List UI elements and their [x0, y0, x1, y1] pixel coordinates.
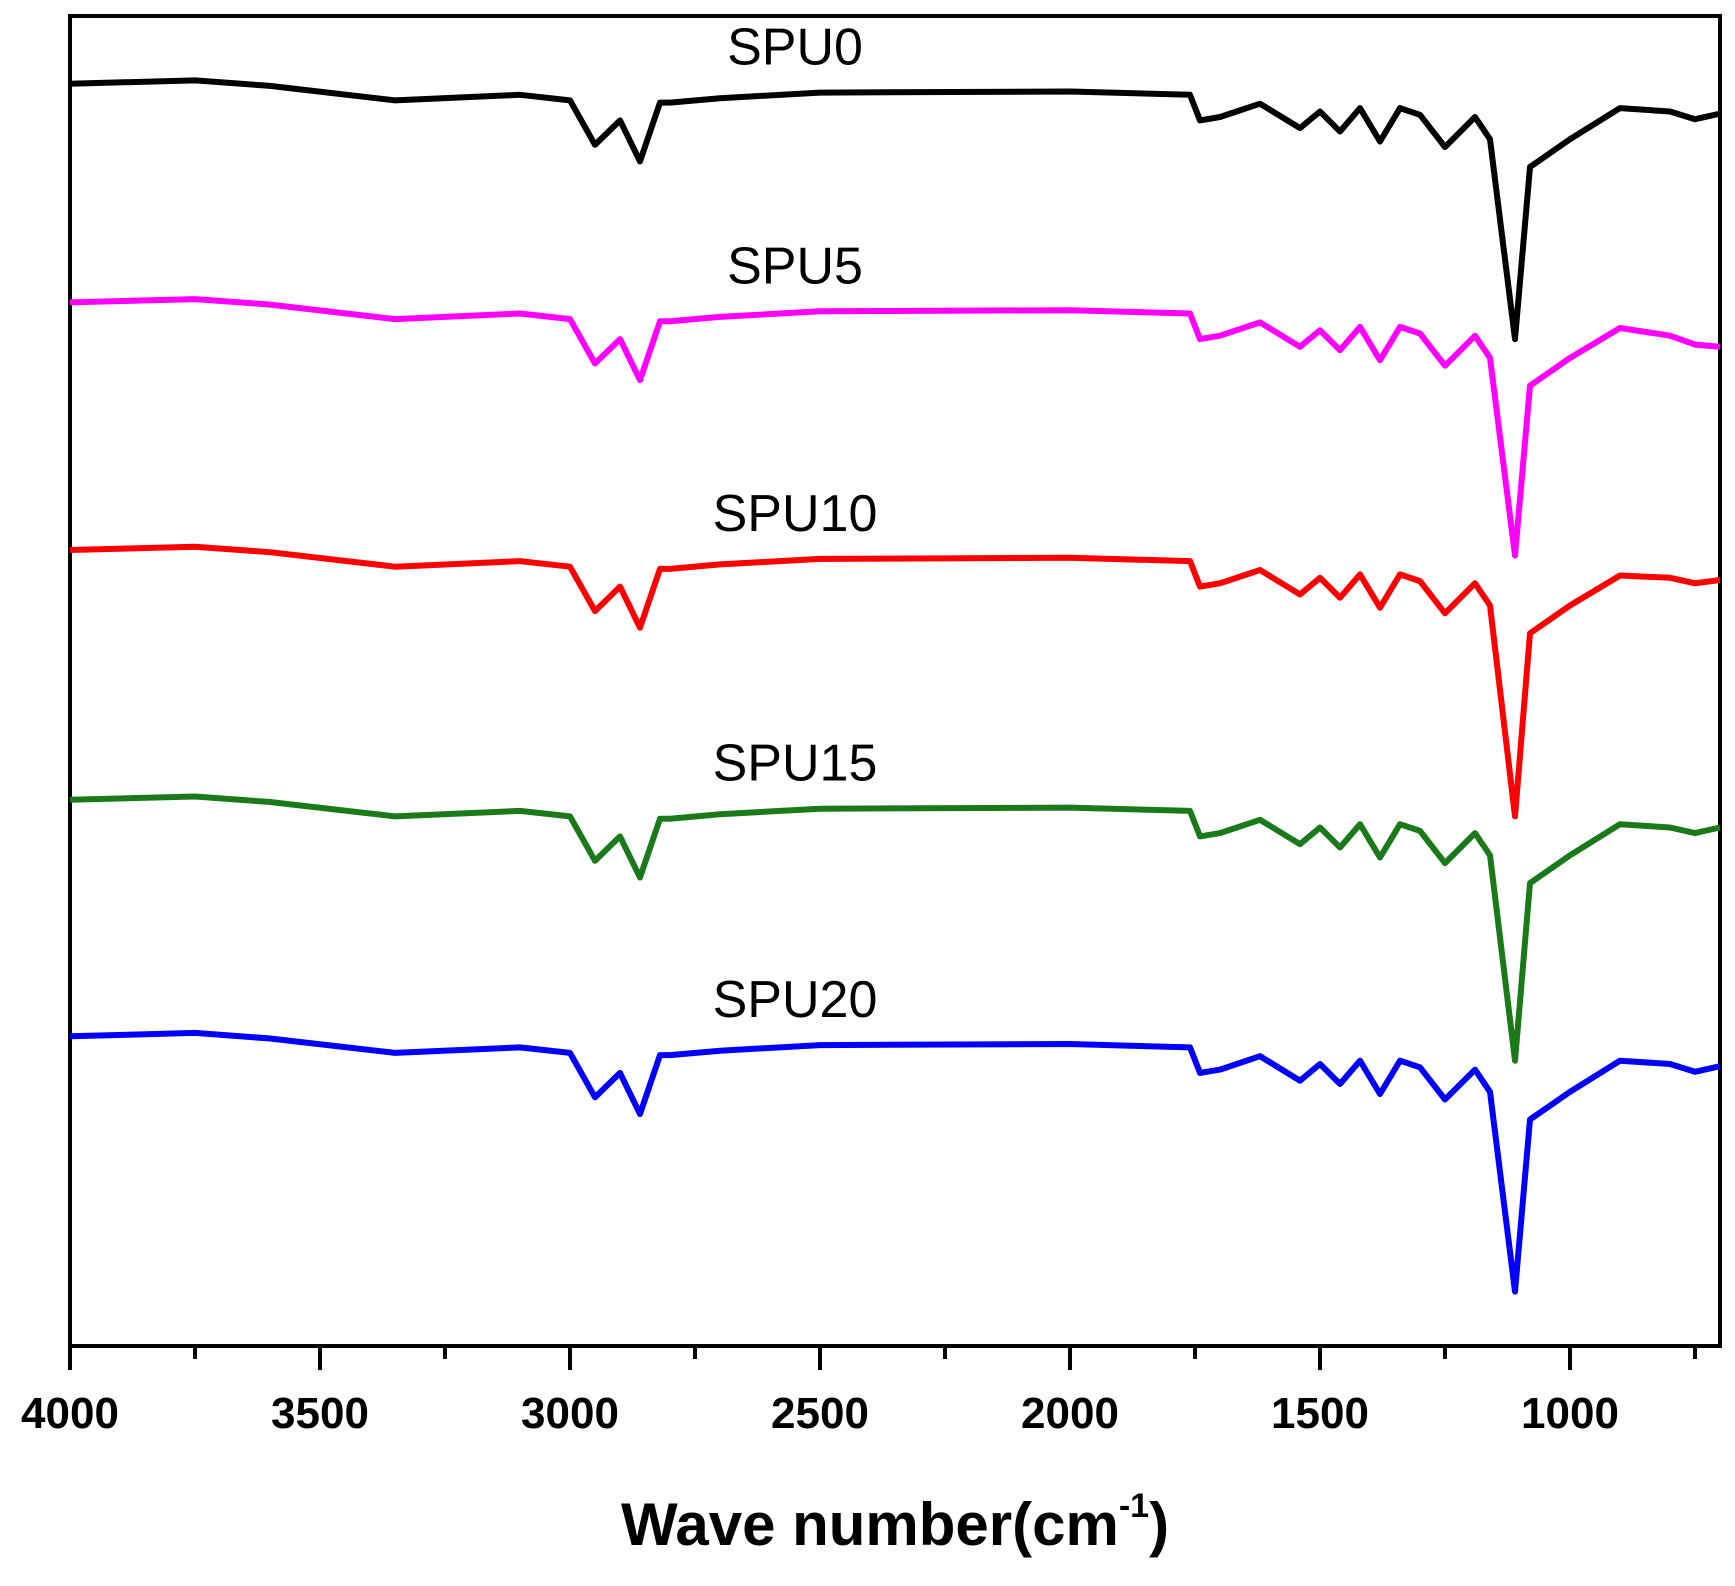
x-tick-label: 3000 — [521, 1389, 619, 1438]
x-title-main: Wave number(cm — [621, 1491, 1119, 1558]
series-label: SPU10 — [713, 485, 878, 543]
x-axis-title: Wave number(cm-1) — [621, 1487, 1169, 1558]
x-tick-label: 3500 — [271, 1389, 369, 1438]
series-label: SPU5 — [727, 237, 863, 295]
x-title-sup: -1 — [1119, 1487, 1149, 1525]
spectrum-line — [69, 296, 1721, 559]
x-tick-label: 4000 — [21, 1389, 119, 1438]
spectrum-line — [69, 543, 1721, 820]
x-tick-label: 1000 — [1521, 1389, 1619, 1438]
plot-frame — [68, 14, 1722, 1348]
series-label: SPU15 — [713, 735, 878, 793]
spectrum-line — [69, 1029, 1721, 1295]
spectrum-line — [69, 77, 1721, 343]
spectrum-line — [69, 793, 1721, 1064]
series-label: SPU0 — [727, 19, 863, 77]
x-tick-label: 2500 — [771, 1389, 869, 1438]
x-tick-label: 2000 — [1021, 1389, 1119, 1438]
series-label: SPU20 — [713, 971, 878, 1029]
x-title-end: ) — [1149, 1491, 1169, 1558]
x-tick-label: 1500 — [1271, 1389, 1369, 1438]
